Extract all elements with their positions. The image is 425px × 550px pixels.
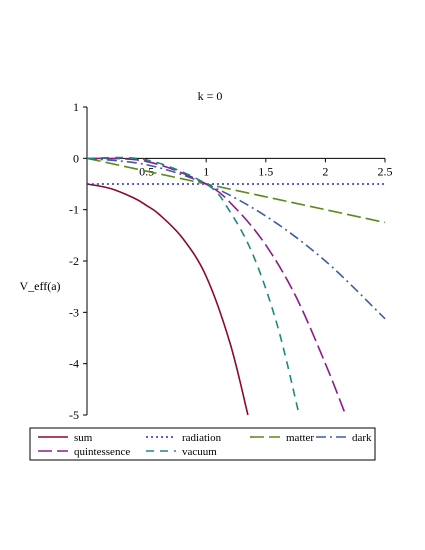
legend-label-radiation: radiation (182, 432, 222, 444)
legend-label-sum: sum (74, 432, 93, 444)
y-tick-label: -4 (69, 357, 79, 371)
series-line-dark (86, 157, 386, 320)
legend-box (29, 427, 376, 461)
axes: 10-1-2-3-4-50.5 1 1.5 2 2.5 (69, 100, 393, 422)
series-line-sum (86, 183, 249, 416)
x-tick-label: 2.5 (378, 164, 393, 178)
y-tick-label: -1 (69, 203, 79, 217)
legend-label-matter: matter (286, 432, 314, 444)
series-line-matter (86, 157, 386, 224)
y-tick-label: -5 (69, 408, 79, 422)
y-tick-label: -2 (69, 254, 79, 268)
x-tick-label: 1 (203, 164, 209, 178)
legend-label-dark: dark (352, 432, 372, 444)
chart-title: k = 0 (198, 89, 223, 103)
y-tick-label: 1 (73, 100, 79, 114)
series-line-quintessence (86, 157, 347, 416)
y-tick-label: -3 (69, 305, 79, 319)
x-tick-label: 1.5 (258, 164, 273, 178)
series-line-vacuum (86, 156, 300, 416)
legend: sum radiation matter dark quintessence vacuum (29, 427, 376, 461)
legend-label-vacuum: vacuum (182, 446, 217, 458)
y-axis-label: V_eff(a) (19, 279, 60, 293)
legend-label-quintessence: quintessence (74, 446, 130, 458)
y-tick-label: 0 (73, 151, 79, 165)
series-curves (86, 156, 386, 416)
x-tick-label: 2 (322, 164, 328, 178)
